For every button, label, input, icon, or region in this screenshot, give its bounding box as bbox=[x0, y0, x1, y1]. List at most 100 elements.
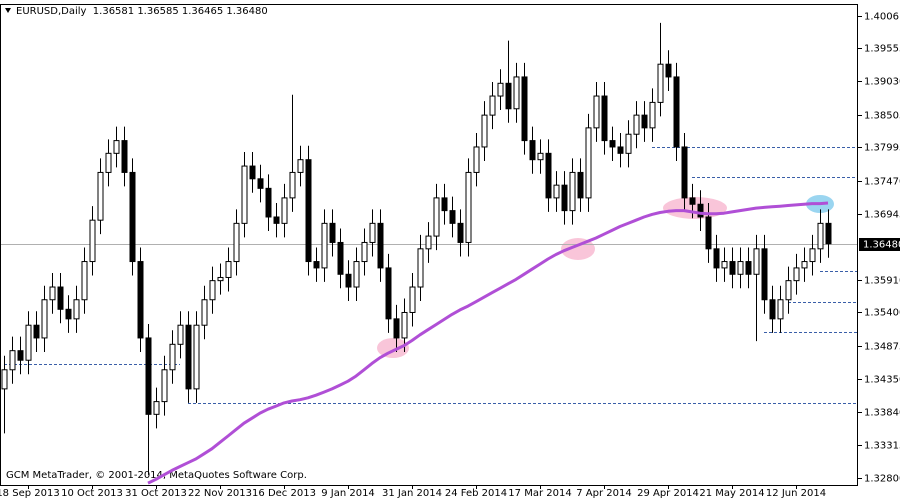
candle-body bbox=[369, 222, 376, 243]
candle-body bbox=[353, 261, 360, 288]
candle-body bbox=[497, 82, 504, 97]
candle-body bbox=[713, 248, 720, 269]
candle-body bbox=[289, 171, 296, 199]
candle-body bbox=[401, 311, 408, 339]
x-tick-label: 9 Jan 2014 bbox=[321, 488, 375, 499]
candle-body bbox=[409, 286, 416, 313]
candle-body bbox=[377, 222, 384, 269]
candle-body bbox=[689, 197, 696, 205]
candle-body bbox=[673, 76, 680, 148]
chart-header: EURUSD,Daily 1.36581 1.36585 1.36465 1.3… bbox=[16, 6, 268, 17]
y-tick-label: 1.4006 bbox=[864, 12, 899, 23]
candle-body bbox=[769, 299, 776, 320]
candle-body bbox=[273, 216, 280, 224]
x-tick-label: 16 Dec 2013 bbox=[252, 488, 316, 499]
candle-body bbox=[225, 261, 232, 278]
candle-body bbox=[561, 184, 568, 212]
candle-body bbox=[241, 165, 248, 224]
plot-frame bbox=[0, 4, 858, 486]
candle-body bbox=[97, 171, 104, 221]
candle-body bbox=[345, 273, 352, 288]
candle-body bbox=[465, 171, 472, 243]
candle-body bbox=[89, 219, 96, 263]
candle-body bbox=[633, 114, 640, 135]
candle-body bbox=[745, 261, 752, 275]
candle-body bbox=[169, 343, 176, 371]
last-price-box bbox=[859, 238, 900, 251]
candle-body bbox=[457, 222, 464, 243]
candle-body bbox=[249, 165, 256, 180]
candle-body bbox=[761, 248, 768, 301]
x-tick-label: 7 Apr 2014 bbox=[576, 488, 631, 499]
candle-body bbox=[9, 350, 16, 371]
x-tick-label: 12 Jun 2014 bbox=[766, 488, 826, 499]
candle-body bbox=[809, 248, 816, 263]
candle-body bbox=[81, 261, 88, 301]
candle-body bbox=[777, 299, 784, 320]
candle-body bbox=[153, 401, 160, 415]
candle-body bbox=[569, 171, 576, 212]
candle-body bbox=[25, 324, 32, 361]
candle-body bbox=[697, 203, 704, 218]
x-tick-label: 31 Oct 2013 bbox=[125, 488, 187, 499]
candle-body bbox=[161, 369, 168, 403]
y-tick-label: 1.33315 bbox=[864, 441, 900, 452]
candle-body bbox=[657, 63, 664, 103]
candle-body bbox=[481, 114, 488, 148]
candle-body bbox=[545, 152, 552, 199]
candle-body bbox=[145, 337, 152, 415]
y-tick-label: 1.37470 bbox=[864, 177, 900, 188]
y-tick-label: 1.33840 bbox=[864, 408, 900, 419]
candle-body bbox=[729, 261, 736, 275]
candle-body bbox=[313, 261, 320, 269]
candle-body bbox=[793, 267, 800, 282]
x-tick-label: 18 Sep 2013 bbox=[0, 488, 60, 499]
candle-body bbox=[505, 82, 512, 110]
candle-body bbox=[825, 222, 832, 245]
candle-body bbox=[361, 241, 368, 263]
candle-body bbox=[201, 299, 208, 326]
candle-body bbox=[217, 276, 224, 282]
x-tick-label: 10 Oct 2013 bbox=[61, 488, 123, 499]
candle-body bbox=[553, 184, 560, 199]
candle-body bbox=[257, 178, 264, 189]
candle-body bbox=[609, 140, 616, 148]
x-tick-label: 31 Jan 2014 bbox=[382, 488, 442, 499]
x-tick-label: 22 Nov 2013 bbox=[188, 488, 252, 499]
candle-body bbox=[73, 299, 80, 320]
candle-body bbox=[193, 324, 200, 390]
highlight bbox=[377, 338, 409, 358]
candle-body bbox=[281, 197, 288, 224]
chart-footer: GCM MetaTrader, © 2001-2014, MetaQuotes … bbox=[6, 470, 307, 481]
candle-body bbox=[641, 114, 648, 129]
highlight bbox=[561, 238, 595, 260]
candle-body bbox=[57, 286, 64, 310]
candle-body bbox=[105, 152, 112, 173]
candle-body bbox=[129, 171, 136, 263]
candle-body bbox=[113, 140, 120, 154]
candle-body bbox=[393, 318, 400, 339]
candle-body bbox=[529, 140, 536, 161]
y-tick-label: 1.36945 bbox=[864, 210, 900, 221]
candle-body bbox=[417, 248, 424, 288]
candle-body bbox=[49, 286, 56, 301]
candle-body bbox=[513, 76, 520, 110]
y-tick-label: 1.39555 bbox=[864, 44, 900, 55]
y-tick-label: 1.39030 bbox=[864, 77, 900, 88]
candle-body bbox=[473, 146, 480, 173]
x-tick-label: 29 Apr 2014 bbox=[637, 488, 699, 499]
candle-body bbox=[601, 95, 608, 142]
moving-average-line bbox=[147, 201, 829, 485]
candle-body bbox=[625, 133, 632, 154]
candle-body bbox=[185, 324, 192, 390]
y-tick-label: 1.34350 bbox=[864, 375, 900, 386]
candle-body bbox=[537, 152, 544, 161]
candle-body bbox=[425, 235, 432, 250]
x-tick-label: 24 Feb 2014 bbox=[445, 488, 507, 499]
candle-body bbox=[449, 210, 456, 224]
candle-body bbox=[585, 127, 592, 199]
candle-body bbox=[753, 248, 760, 275]
candle-body bbox=[1, 369, 8, 390]
candle-body bbox=[65, 308, 72, 320]
